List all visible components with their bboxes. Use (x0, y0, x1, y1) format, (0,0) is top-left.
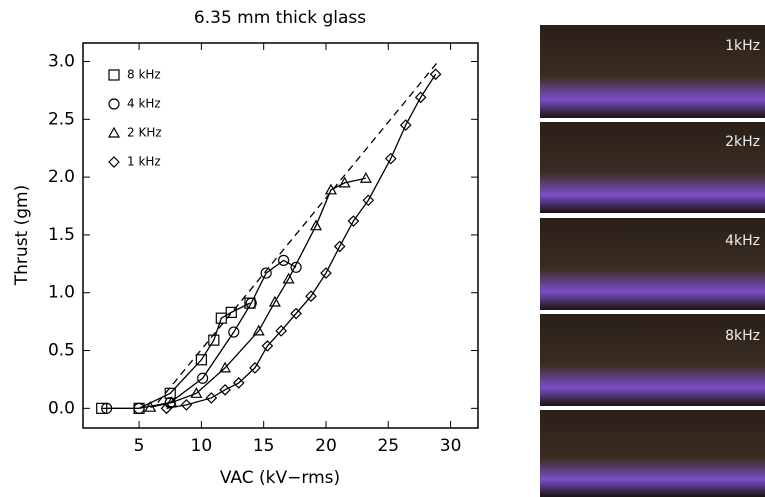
marker (309, 219, 323, 231)
photo (540, 314, 765, 406)
marker (228, 326, 240, 338)
photos (540, 25, 765, 497)
marker (195, 354, 207, 366)
chart-title: 6.35 mm thick glass (194, 8, 366, 28)
y-tick-label: 0.0 (48, 398, 75, 418)
marker (261, 340, 274, 352)
marker (384, 152, 397, 165)
marker (160, 402, 173, 415)
marker (338, 176, 351, 188)
photo-label: 4kHz (725, 233, 760, 249)
y-tick-label: 3.0 (48, 51, 75, 71)
legend-label: 8 kHz (127, 68, 161, 82)
marker (108, 69, 120, 81)
x-tick-label: 25 (377, 436, 399, 456)
y-tick-label: 0.5 (48, 341, 75, 361)
marker (245, 297, 257, 309)
marker (180, 399, 193, 411)
x-tick-label: 15 (253, 436, 275, 456)
marker (232, 377, 245, 389)
marker (165, 396, 178, 408)
marker (219, 361, 232, 373)
marker (282, 272, 295, 284)
legend-label: 2 KHz (127, 126, 162, 140)
marker (107, 126, 121, 138)
marker (108, 98, 120, 110)
marker (108, 156, 120, 168)
legend-label: 1 kHz (127, 155, 161, 169)
marker (219, 383, 231, 396)
photo-label: 1kHz (725, 38, 760, 54)
x-axis-label: VAC (kV−rms) (220, 468, 340, 488)
marker (429, 68, 442, 81)
marker (275, 325, 287, 337)
marker (133, 402, 145, 414)
photo (540, 122, 765, 213)
photo (540, 25, 765, 118)
marker (101, 402, 113, 414)
marker (205, 392, 218, 404)
photo-label: 2kHz (725, 134, 760, 150)
reference-line (157, 61, 439, 403)
marker (414, 91, 427, 104)
marker (320, 267, 332, 279)
marker (399, 119, 412, 131)
y-axis-label: Thrust (gm) (12, 185, 32, 286)
marker (190, 387, 203, 398)
series-line (166, 73, 437, 409)
marker (290, 307, 302, 320)
marker (305, 290, 317, 303)
marker (197, 372, 209, 384)
photo (540, 218, 765, 310)
marker (249, 362, 261, 374)
marker (290, 261, 302, 273)
series-line (150, 177, 366, 408)
marker (359, 172, 372, 183)
marker (260, 267, 272, 279)
marker (333, 240, 346, 253)
y-tick-label: 2.5 (48, 109, 75, 129)
legend-label: 4 kHz (127, 97, 161, 111)
y-tick-label: 1.5 (48, 225, 75, 245)
marker (144, 400, 157, 412)
photo-label: 8kHz (725, 328, 760, 344)
x-tick-label: 30 (440, 436, 462, 456)
photo (540, 410, 765, 497)
series-line (106, 259, 297, 409)
y-tick-label: 1.0 (48, 283, 75, 303)
x-tick-label: 20 (315, 436, 337, 456)
marker (252, 324, 265, 336)
x-tick-label: 5 (134, 436, 145, 456)
x-tick-label: 10 (191, 436, 213, 456)
marker (278, 254, 290, 266)
marker (347, 215, 360, 227)
marker (225, 306, 237, 318)
y-tick-label: 2.0 (48, 167, 75, 187)
marker (268, 295, 281, 307)
marker (362, 194, 375, 207)
plot-frame (82, 42, 479, 429)
